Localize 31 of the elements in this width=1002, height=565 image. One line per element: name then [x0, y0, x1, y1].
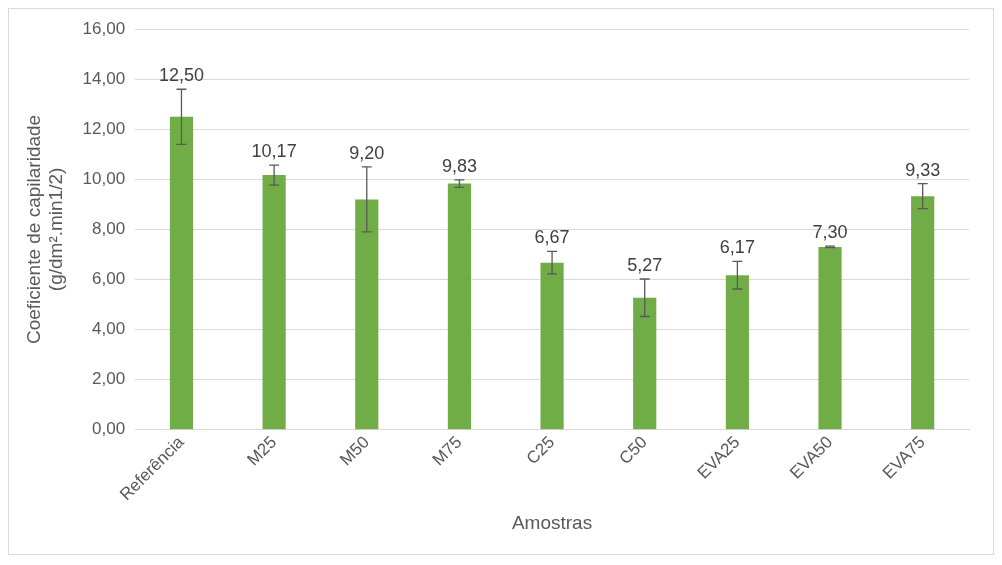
bar: [818, 246, 842, 430]
y-tick-label: 10,00: [82, 169, 126, 189]
x-tick-label: C50: [615, 432, 651, 469]
y-tick-label: 6,00: [92, 269, 126, 289]
x-axis-title: Amostras: [511, 511, 593, 533]
y-tick-label: 2,00: [92, 369, 126, 389]
bar: [169, 116, 194, 430]
data-label: 9,83: [441, 155, 477, 176]
data-label: 6,17: [719, 237, 755, 258]
bar: [911, 196, 935, 430]
bar: [633, 297, 657, 430]
bar: [355, 199, 379, 430]
bar: [540, 262, 564, 430]
data-label: 6,67: [534, 227, 570, 248]
y-tick-label: 12,00: [82, 119, 126, 138]
bar: [447, 183, 471, 430]
bar: [725, 275, 749, 430]
x-tick-label: C25: [522, 432, 559, 469]
data-label: 7,30: [812, 222, 848, 243]
data-label: 12,50: [158, 65, 204, 86]
y-tick-label: 16,00: [82, 18, 126, 38]
data-label: 9,20: [349, 142, 385, 163]
y-axis-title: Coeficiente de capilaridade (g/dm².min1/2): [22, 114, 67, 345]
bar: [262, 175, 286, 430]
y-tick-label: 4,00: [92, 319, 126, 339]
y-tick-label: 8,00: [92, 219, 126, 239]
data-label: 5,27: [627, 254, 663, 275]
y-tick-label: 0,00: [92, 419, 126, 439]
data-label: 10,17: [251, 141, 297, 162]
y-tick-label: 14,00: [82, 68, 126, 88]
data-label: 9,33: [905, 159, 941, 180]
